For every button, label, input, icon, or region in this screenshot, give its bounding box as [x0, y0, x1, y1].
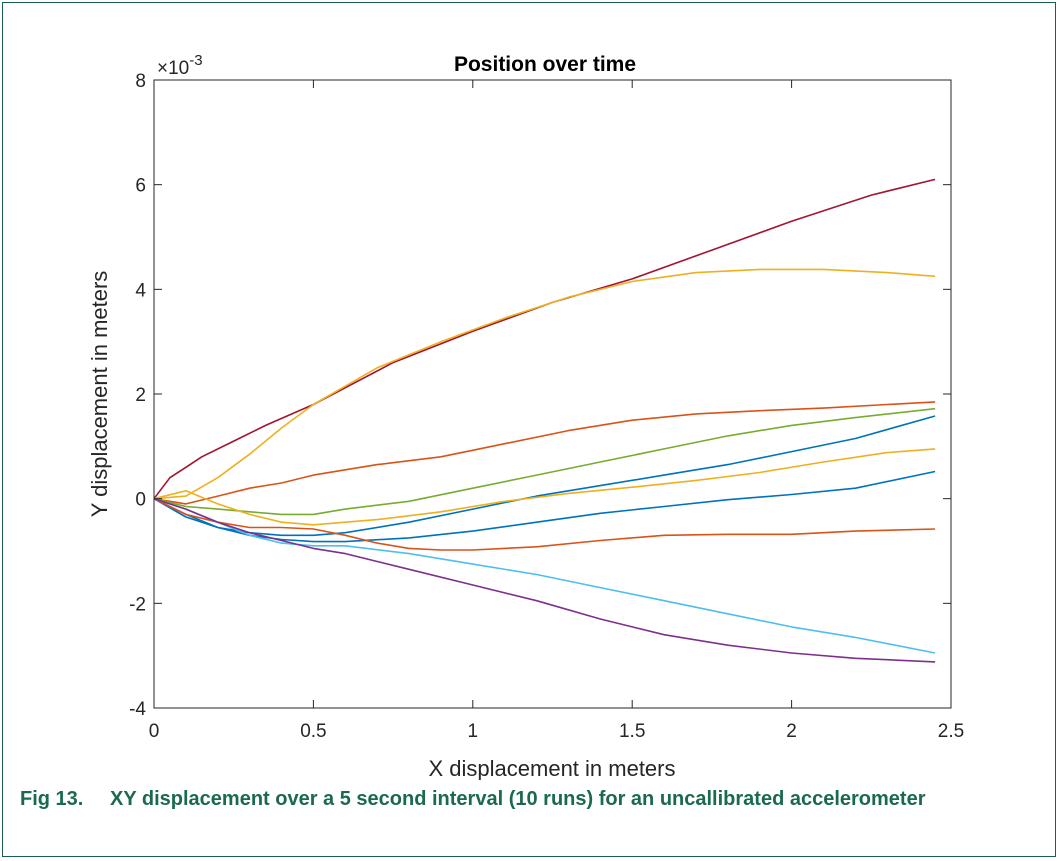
y-tick-label: 2	[135, 385, 146, 406]
x-tick-label: 2.5	[938, 721, 964, 742]
y-axis-label: Y displacement in meters	[87, 271, 112, 518]
plot-axes-box	[153, 79, 952, 709]
x-axis-label: X displacement in meters	[429, 756, 676, 780]
series-line-3	[153, 401, 936, 505]
y-tick-label: 6	[135, 176, 146, 197]
x-tick-label: 1.5	[619, 721, 645, 742]
figure-caption: Fig 13. XY displacement over a 5 second i…	[20, 786, 1040, 812]
y-tick-label: 0	[135, 490, 146, 511]
series-line-8	[153, 497, 936, 551]
series-line-7	[153, 470, 936, 543]
y-tick-label: -4	[129, 699, 146, 720]
x-tick-label: 0	[149, 721, 160, 742]
chart-title: Position over time	[454, 53, 636, 76]
figure-caption-text: XY displacement over a 5 second interval…	[110, 788, 926, 810]
series-line-6	[153, 448, 936, 526]
series-line-1	[153, 178, 936, 500]
x-tick-label: 2	[786, 721, 797, 742]
series-layer	[153, 178, 936, 663]
series-line-10	[153, 497, 936, 663]
tick-layer: 0 0.5 1 1.5 2 2.5 -4 -2 0 2 4 6 8	[129, 71, 964, 742]
series-line-2	[153, 268, 936, 500]
series-line-5	[153, 415, 936, 537]
y-tick-label: 4	[135, 280, 146, 301]
x-tick-label: 0.5	[300, 721, 326, 742]
y-exponent-label: ×10-3	[157, 52, 203, 79]
series-line-9	[153, 497, 936, 654]
y-tick-label: 8	[135, 71, 146, 92]
line-chart: Position over time 0 0.5 1 1.5 2 2.5 -4 -2 0 2 4 6 8…	[87, 52, 964, 780]
figure-number: Fig 13.	[20, 788, 84, 810]
x-tick-label: 1	[468, 721, 479, 742]
y-tick-label: -2	[129, 594, 146, 615]
series-line-4	[153, 407, 936, 516]
